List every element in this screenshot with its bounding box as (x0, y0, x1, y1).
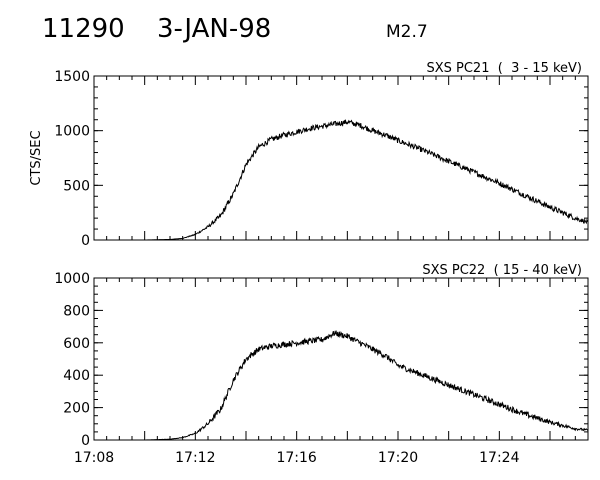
y-tick-label: 800 (63, 303, 90, 319)
y-tick-label: 1500 (54, 69, 90, 85)
y-tick-label: 0 (81, 433, 90, 449)
y-tick-label: 400 (63, 368, 90, 384)
series-line (94, 119, 589, 241)
plot-title: SXS PC21 ( 3 - 15 keV) (426, 61, 582, 76)
y-tick-label: 0 (81, 233, 90, 249)
y-tick-label: 1000 (54, 124, 90, 140)
y-tick-label: 500 (63, 178, 90, 194)
plot-frame (93, 75, 589, 241)
x-tick-label: 17:16 (276, 450, 316, 466)
y-tick-label: 200 (63, 401, 90, 417)
series-line (94, 330, 589, 441)
event-date: 3-JAN-98 (157, 14, 272, 44)
x-tick-label: 17:24 (479, 450, 519, 466)
event-id: 11290 (42, 14, 125, 44)
x-tick-label: 17:20 (378, 450, 418, 466)
y-axis-label: CTS/SEC (29, 130, 44, 185)
x-tick-label: 17:08 (74, 450, 114, 466)
y-tick-label: 1000 (54, 271, 90, 287)
plot-title: SXS PC22 ( 15 - 40 keV) (422, 263, 582, 278)
x-tick-label: 17:12 (175, 450, 215, 466)
plot-frame (93, 277, 589, 441)
flare-class: M2.7 (386, 22, 428, 42)
y-tick-label: 600 (63, 336, 90, 352)
